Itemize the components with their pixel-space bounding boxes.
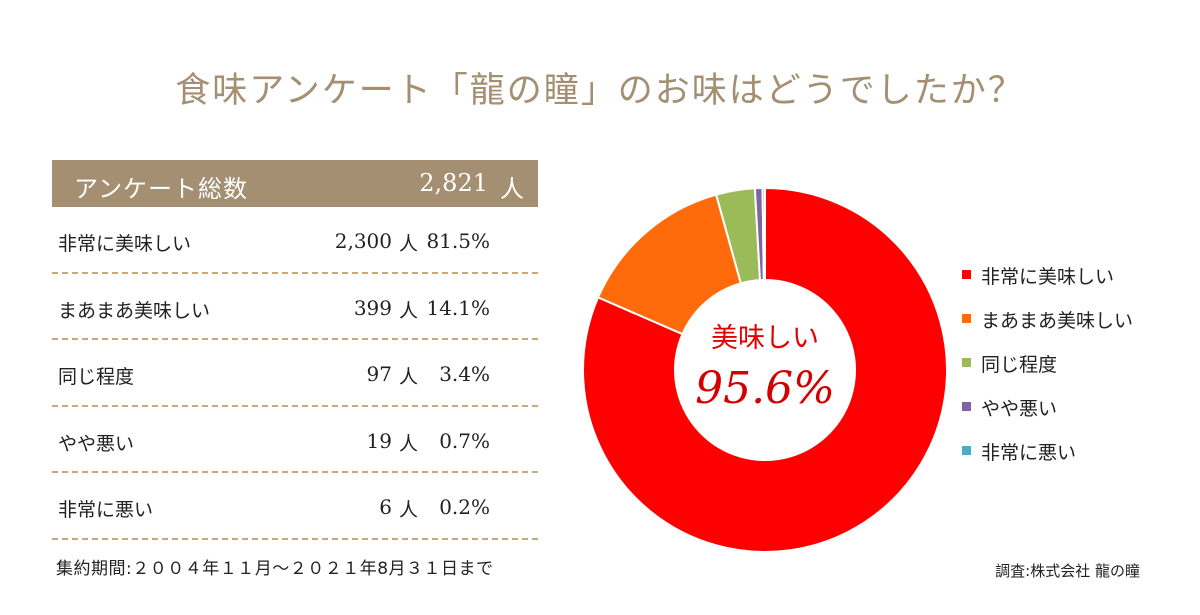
legend-label: やや悪い <box>981 398 1058 420</box>
row-percentage: 14.1% <box>426 295 490 320</box>
center-value: 95.6% <box>695 363 835 414</box>
row-count: 6 <box>379 495 392 519</box>
row-unit: 人 <box>398 233 418 255</box>
legend-swatch <box>962 402 971 411</box>
header-total: 2,821 <box>419 169 488 197</box>
center-label: 美味しい <box>711 323 819 354</box>
row-percentage: 3.4% <box>439 362 490 386</box>
table-row: まあまあ美味しい 399 人 14.1% <box>52 274 538 340</box>
table-row: 非常に悪い 6 人 0.2% <box>52 473 538 540</box>
table-header: アンケート総数 2,821 人 <box>52 160 538 207</box>
row-unit: 人 <box>398 499 418 521</box>
header-unit: 人 <box>500 175 524 203</box>
row-unit: 人 <box>398 299 418 322</box>
table-rows: 非常に美味しい 2,300 人 81.5% まあまあ美味しい 399 人 14.… <box>52 207 538 540</box>
row-percentage: 0.2% <box>439 495 490 519</box>
legend-swatch <box>962 446 971 455</box>
row-label: 非常に悪い <box>58 499 154 521</box>
chart-title: 食味アンケート「龍の瞳」のお味はどうでしたか？ <box>175 71 1025 111</box>
row-unit: 人 <box>398 366 418 388</box>
row-label: まあまあ美味しい <box>58 299 211 322</box>
row-unit: 人 <box>398 432 418 455</box>
row-label: 同じ程度 <box>58 366 135 388</box>
survey-period: 集約期間:２００４年１１月～２０２１年8月３１日まで <box>56 559 494 579</box>
table-row: 非常に美味しい 2,300 人 81.5% <box>52 207 538 274</box>
legend-label: 非常に悪い <box>981 442 1077 464</box>
legend-label: まあまあ美味しい <box>981 310 1134 332</box>
row-percentage: 0.7% <box>439 428 490 453</box>
legend-label: 同じ程度 <box>981 354 1058 376</box>
legend-label: 非常に美味しい <box>981 266 1115 288</box>
row-count: 19 <box>366 428 392 453</box>
table-row: 同じ程度 97 人 3.4% <box>52 340 538 407</box>
row-label: 非常に美味しい <box>58 233 192 255</box>
legend-swatch <box>962 314 971 323</box>
table-row: やや悪い 19 人 0.7% <box>52 407 538 473</box>
header-label: アンケート総数 <box>74 175 249 203</box>
row-count: 97 <box>366 362 392 386</box>
donut-slices <box>582 186 948 553</box>
survey-table: アンケート総数 2,821 人 非常に美味しい 2,300 人 81.5% まあ… <box>52 160 538 540</box>
row-percentage: 81.5% <box>426 229 490 253</box>
row-count: 2,300 <box>334 229 392 253</box>
donut-chart: 美味しい 95.6% <box>582 186 948 553</box>
row-count: 399 <box>353 295 392 320</box>
row-label: やや悪い <box>58 432 135 455</box>
legend-swatch <box>962 270 971 279</box>
survey-credit: 調査:株式会社 龍の瞳 <box>995 562 1140 580</box>
slice-1 <box>582 186 948 553</box>
slice-5 <box>761 186 766 282</box>
legend-swatch <box>962 358 971 367</box>
